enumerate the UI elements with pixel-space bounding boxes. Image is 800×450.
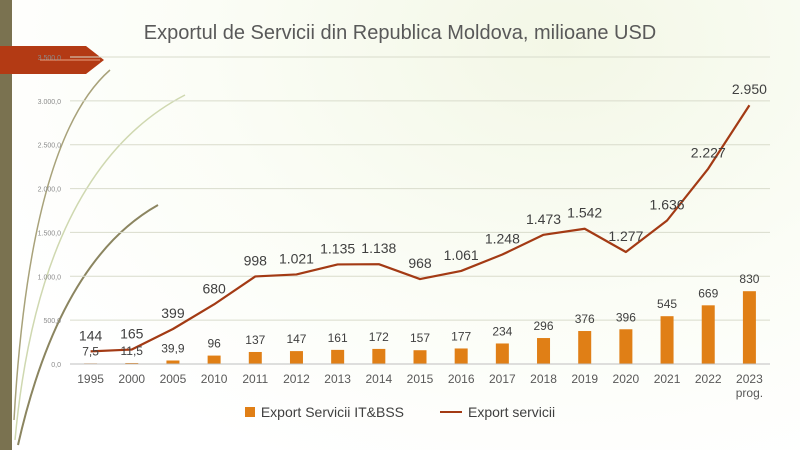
bar-data-label: 7,5 (82, 344, 99, 358)
x-tick-label: 2023 (736, 372, 763, 386)
line-data-label: 1.277 (608, 228, 643, 244)
line-data-label: 968 (408, 255, 432, 271)
bar (289, 351, 303, 364)
bar-data-label: 234 (492, 324, 512, 338)
x-tick-label: 2018 (530, 372, 557, 386)
y-tick-label: 0,0 (51, 362, 61, 369)
bar-data-label: 396 (616, 310, 636, 324)
line-data-label: 399 (161, 305, 185, 321)
x-tick-label: 2015 (407, 372, 434, 386)
chart-title: Exportul de Servicii din Republica Moldo… (143, 22, 657, 44)
bar (701, 305, 715, 364)
bar-data-label: 172 (369, 330, 389, 344)
x-tick-label: 2005 (160, 372, 187, 386)
legend-label-bars: Export Servicii IT&BSS (260, 404, 404, 420)
line-data-label: 680 (202, 280, 226, 296)
bar-data-label: 376 (575, 312, 595, 326)
bar (372, 348, 386, 364)
legend-label-line: Export servicii (468, 404, 556, 420)
y-tick-label: 500,0 (43, 318, 61, 325)
x-tick-label: 2016 (448, 372, 475, 386)
bar (248, 351, 262, 364)
line-data-label: 1.135 (320, 240, 355, 256)
legend-item-bars: Export Servicii IT&BSS (244, 404, 404, 420)
bar (454, 348, 468, 364)
y-tick-label: 3.000,0 (38, 99, 61, 106)
bar-data-label: 545 (657, 297, 677, 311)
bar (207, 355, 221, 364)
bar (495, 343, 509, 364)
bar-data-label: 96 (207, 337, 221, 351)
x-tick-label: 2017 (489, 372, 516, 386)
line-data-label: 1.138 (361, 240, 396, 256)
line-data-label: 165 (120, 326, 144, 342)
bar (331, 349, 345, 364)
bar (537, 338, 551, 364)
x-tick-label: 2022 (695, 372, 722, 386)
line-data-label: 1.636 (650, 196, 685, 212)
x-tick-label: 2020 (613, 372, 640, 386)
line-series (90, 104, 751, 353)
x-tick-label: 1995 (77, 372, 104, 386)
bar (578, 331, 592, 364)
x-tick-label: 2011 (242, 372, 268, 386)
legend-item-line: Export servicii (440, 404, 555, 420)
bar-data-label: 669 (698, 286, 718, 300)
y-tick-label: 2.500,0 (38, 143, 61, 150)
line-data-label: 1.248 (485, 231, 520, 247)
bar-data-label: 147 (286, 332, 306, 346)
bar (125, 362, 139, 364)
line-data-label: 1.061 (444, 247, 479, 263)
line-data-label: 144 (79, 327, 103, 343)
red-arrow-decor (0, 46, 104, 74)
line-data-label: 1.542 (567, 205, 602, 221)
left-decor-bar (0, 0, 12, 450)
bar (413, 350, 427, 364)
bar-data-label: 177 (451, 329, 471, 343)
x-tick-label: 2021 (654, 372, 681, 386)
y-tick-label: 1.000,0 (38, 274, 61, 281)
legend-swatch-bar (244, 407, 255, 417)
x-tick-label: 2010 (201, 372, 228, 386)
bar-data-label: 11,5 (121, 344, 144, 358)
x-tick-label: 2000 (118, 372, 145, 386)
bar-data-label: 39,9 (161, 342, 185, 356)
x-tick-label: 2019 (571, 372, 598, 386)
line-data-label: 1.021 (279, 250, 314, 266)
legend-swatch-line (440, 411, 462, 413)
line-data-label: 2.950 (732, 81, 767, 97)
bar-data-label: 296 (534, 319, 554, 333)
line-data-label: 2.227 (691, 145, 726, 161)
bar-data-label: 137 (245, 333, 265, 347)
line-data-label: 1.473 (526, 211, 561, 227)
bar (619, 329, 633, 364)
y-tick-label: 2.000,0 (38, 187, 61, 194)
bar-data-label: 161 (328, 331, 348, 345)
x-tick-label: 2013 (324, 372, 351, 386)
x-tick-label: 2014 (365, 372, 392, 386)
x-tick-sublabel: prog. (736, 386, 763, 400)
bar (742, 291, 756, 364)
y-tick-label: 3.500,0 (38, 55, 61, 62)
bar-data-label: 157 (410, 331, 430, 345)
y-tick-label: 1.500,0 (38, 230, 61, 237)
legend: Export Servicii IT&BSS Export servicii (0, 404, 800, 420)
bar (166, 360, 180, 364)
bar (660, 316, 674, 364)
line-data-label: 998 (244, 252, 268, 268)
x-tick-label: 2012 (283, 372, 310, 386)
bar-data-label: 830 (739, 272, 759, 286)
